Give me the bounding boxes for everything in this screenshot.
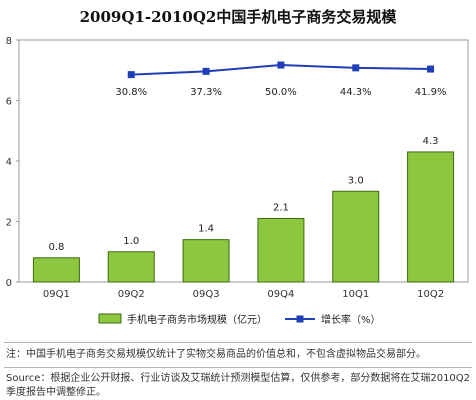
legend-line-label: 增长率（%） <box>321 313 381 326</box>
bar-value-label: 4.3 <box>423 136 439 147</box>
y-tick-label: 6 <box>6 97 12 108</box>
growth-value-label: 44.3% <box>340 87 372 98</box>
growth-value-label: 30.8% <box>115 87 147 98</box>
x-tick-label: 10Q1 <box>342 289 369 300</box>
growth-value-label: 37.3% <box>190 87 222 98</box>
bar-value-label: 3.0 <box>348 175 364 186</box>
bar <box>32 257 80 283</box>
bar <box>182 239 230 283</box>
bar <box>332 190 380 283</box>
legend-line-marker <box>296 315 304 323</box>
plot-frame <box>18 39 469 283</box>
y-tick-label: 0 <box>6 278 12 289</box>
x-tick-label: 09Q3 <box>193 289 220 300</box>
chart-title: 2009Q1-2010Q2中国手机电子商务交易规模 <box>79 8 397 26</box>
y-tick-label: 2 <box>6 218 12 229</box>
bar-value-label: 1.0 <box>123 236 139 247</box>
bar <box>257 217 305 283</box>
bar <box>407 151 455 283</box>
legend-bar-swatch <box>98 313 122 324</box>
growth-value-label: 41.9% <box>415 87 447 98</box>
growth-marker <box>202 67 210 75</box>
source-text: Source：根据企业公开财报、行业访谈及艾瑞统计预测模型估算，仅供参考，部分数… <box>6 373 471 398</box>
growth-marker <box>352 64 360 72</box>
x-tick-label: 10Q2 <box>417 289 444 300</box>
divider-bottom <box>4 367 472 368</box>
y-tick-label: 8 <box>6 36 12 47</box>
growth-marker <box>427 65 435 73</box>
growth-marker <box>127 71 135 79</box>
x-tick-label: 09Q4 <box>267 289 294 300</box>
legend-bar-label: 手机电子商务市场规模（亿元） <box>127 313 267 326</box>
bar-value-label: 0.8 <box>48 242 64 253</box>
footnote: 注：中国手机电子商务交易规模仅统计了实物交易商品的价值总和，不包含虚拟物品交易部… <box>6 349 426 360</box>
y-tick-label: 4 <box>6 157 12 168</box>
bar <box>107 251 155 283</box>
x-tick-label: 09Q2 <box>118 289 145 300</box>
divider-top <box>4 342 472 343</box>
bar-value-label: 1.4 <box>198 224 214 235</box>
x-tick-label: 09Q1 <box>43 289 70 300</box>
bar-value-label: 2.1 <box>273 202 289 213</box>
growth-value-label: 50.0% <box>265 87 297 98</box>
growth-marker <box>277 61 285 69</box>
